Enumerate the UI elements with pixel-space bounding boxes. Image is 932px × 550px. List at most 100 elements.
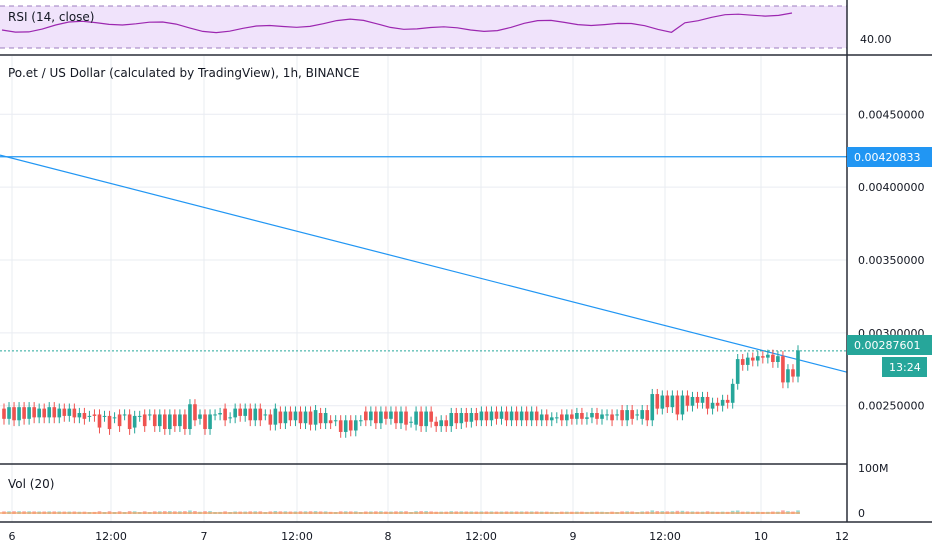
trend-line[interactable] [0, 154, 848, 373]
volume-pane: Vol (20) 100M 0 [0, 462, 889, 520]
price-axis[interactable]: 0.004500000.004000000.003500000.00300000… [846, 0, 932, 522]
candle [549, 417, 554, 421]
candle [228, 417, 232, 419]
candle [333, 420, 338, 422]
candle [112, 417, 117, 419]
candle [364, 411, 368, 421]
candle [323, 413, 328, 424]
candle [258, 408, 263, 421]
candle [524, 411, 529, 421]
candle [303, 411, 308, 424]
candle [188, 404, 192, 430]
candle [273, 408, 278, 425]
candle [27, 407, 31, 419]
time-label: 12:00 [465, 530, 497, 543]
last-price-label: 0.00287601 [854, 339, 920, 352]
candle [394, 411, 398, 424]
candle [429, 411, 433, 422]
candle [233, 408, 237, 418]
candle [534, 411, 539, 421]
candle [444, 420, 449, 427]
rsi-pane: RSI (14, close) 40.00 [0, 5, 892, 49]
candle [449, 413, 454, 427]
countdown-bg [882, 357, 927, 377]
candle [62, 408, 67, 416]
candle [399, 411, 403, 424]
candle [2, 408, 6, 419]
candle [198, 414, 202, 419]
candle [600, 414, 604, 419]
time-label: 7 [201, 530, 208, 543]
volume-bar [188, 510, 192, 514]
candle [328, 420, 333, 424]
candle [730, 383, 735, 403]
candle [132, 415, 137, 428]
candle [625, 410, 629, 421]
candle [288, 411, 293, 421]
hline-label: 0.00420833 [854, 151, 920, 164]
candle [544, 414, 549, 421]
candle [700, 396, 705, 403]
candle [338, 420, 343, 432]
candle [705, 396, 710, 409]
candle [791, 369, 795, 377]
candle [766, 354, 770, 358]
candle [781, 356, 785, 383]
candle [434, 421, 438, 427]
volume-title: Vol (20) [8, 477, 54, 491]
time-label: 8 [385, 530, 392, 543]
candle [278, 411, 283, 424]
candle [504, 411, 509, 421]
volume-tick-high: 100M [858, 462, 889, 475]
candle [67, 408, 72, 416]
candle [107, 415, 112, 430]
candle [32, 407, 36, 418]
candle [519, 411, 524, 421]
candle [374, 411, 378, 424]
candle [474, 413, 479, 421]
candle [630, 410, 634, 419]
candle [173, 414, 177, 427]
candle [464, 413, 469, 422]
candle [585, 417, 589, 419]
candle [203, 414, 207, 430]
candle [157, 414, 162, 427]
candle [183, 414, 187, 430]
candle [358, 420, 363, 422]
candle [379, 411, 383, 424]
candle [52, 407, 57, 418]
candle [740, 359, 745, 365]
candle [554, 417, 559, 419]
time-label: 12:00 [95, 530, 127, 543]
candle [494, 411, 499, 419]
candle [529, 411, 534, 421]
candle [223, 408, 227, 421]
candle [675, 395, 680, 415]
rsi-tick-label: 40.00 [860, 33, 892, 46]
time-label: 12:00 [649, 530, 681, 543]
candle [414, 411, 418, 425]
last-price-bg [847, 335, 932, 355]
y-tick-label: 0.00250000 [858, 400, 924, 413]
candle [389, 411, 393, 419]
candle [590, 413, 594, 418]
candle [248, 408, 253, 421]
candle [17, 407, 21, 421]
candle [313, 410, 318, 425]
volume-bars [0, 510, 800, 514]
volume-bar [735, 510, 740, 514]
candle [469, 413, 474, 422]
candle [665, 395, 670, 408]
candle [786, 369, 790, 383]
candle [419, 411, 423, 427]
candle [695, 396, 700, 403]
candle [489, 411, 494, 421]
candle [725, 399, 730, 403]
candle [570, 414, 574, 419]
time-axis[interactable]: 6 12:00 7 12:00 8 12:00 9 12:00 10 12 [0, 521, 932, 543]
candle [670, 395, 675, 408]
candle [409, 421, 413, 423]
candle [283, 411, 288, 424]
